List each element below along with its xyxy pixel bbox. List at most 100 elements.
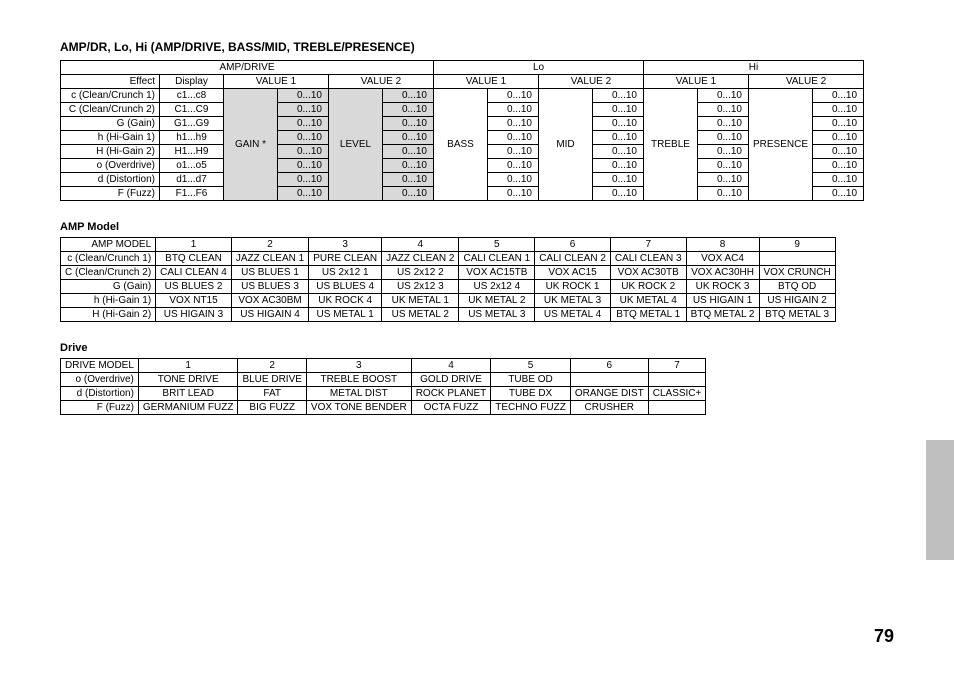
- table-cell: MID: [539, 89, 593, 201]
- table-cell: TUBE OD: [491, 373, 571, 387]
- table-cell: 0...10: [488, 131, 539, 145]
- table-cell: VOX AC4: [686, 252, 759, 266]
- table-cell: 0...10: [383, 103, 434, 117]
- table-cell: 0...10: [383, 159, 434, 173]
- table-cell: 0...10: [698, 103, 749, 117]
- drive-hdr-num: 6: [570, 359, 648, 373]
- table-cell: US BLUES 1: [231, 266, 308, 280]
- table-cell: [648, 401, 706, 415]
- table-cell: UK ROCK 2: [610, 280, 686, 294]
- table-cell: 0...10: [593, 103, 644, 117]
- table-cell: UK ROCK 4: [309, 294, 382, 308]
- table-cell: BTQ CLEAN: [156, 252, 232, 266]
- table-cell: VOX AC30TB: [610, 266, 686, 280]
- table-cell: JAZZ CLEAN 2: [382, 252, 459, 266]
- amp-model-hdr-num: 7: [610, 238, 686, 252]
- table-cell: d (Distortion): [61, 173, 160, 187]
- drive-hdr-num: 3: [306, 359, 411, 373]
- table-cell: c (Clean/Crunch 1): [61, 89, 160, 103]
- section-title: AMP/DR, Lo, Hi (AMP/DRIVE, BASS/MID, TRE…: [60, 40, 894, 54]
- table-cell: 0...10: [278, 159, 329, 173]
- table-cell: 0...10: [488, 173, 539, 187]
- table-cell: 0...10: [698, 89, 749, 103]
- table-cell: US BLUES 4: [309, 280, 382, 294]
- table-cell: US HIGAIN 2: [759, 294, 835, 308]
- group-lo: Lo: [434, 61, 644, 75]
- table-cell: UK METAL 2: [459, 294, 535, 308]
- table-cell: VOX CRUNCH: [759, 266, 835, 280]
- table-cell: 0...10: [593, 187, 644, 201]
- table-cell: c (Clean/Crunch 1): [61, 252, 156, 266]
- table-cell: PRESENCE: [749, 89, 813, 201]
- table-cell: F (Fuzz): [61, 401, 139, 415]
- table-cell: VOX AC15TB: [459, 266, 535, 280]
- table-cell: US METAL 2: [382, 308, 459, 322]
- drive-table: DRIVE MODEL1234567o (Overdrive)TONE DRIV…: [60, 358, 706, 415]
- table-cell: d1...d7: [160, 173, 224, 187]
- table-cell: JAZZ CLEAN 1: [231, 252, 308, 266]
- table-cell: GAIN *: [224, 89, 278, 201]
- table-cell: TONE DRIVE: [138, 373, 238, 387]
- table-cell: US METAL 3: [459, 308, 535, 322]
- hdr-v1-a: VALUE 1: [224, 75, 329, 89]
- table-cell: 0...10: [698, 187, 749, 201]
- side-tab: [926, 440, 954, 560]
- amp-model-table: AMP MODEL123456789c (Clean/Crunch 1)BTQ …: [60, 237, 836, 322]
- table-cell: UK ROCK 3: [686, 280, 759, 294]
- amp-model-hdr-num: 6: [535, 238, 611, 252]
- table-cell: ORANGE DIST: [570, 387, 648, 401]
- amp-model-hdr-num: 1: [156, 238, 232, 252]
- table-cell: G (Gain): [61, 117, 160, 131]
- table-cell: US HIGAIN 1: [686, 294, 759, 308]
- table-cell: H1...H9: [160, 145, 224, 159]
- hdr-v2-a: VALUE 2: [329, 75, 434, 89]
- table-cell: BRIT LEAD: [138, 387, 238, 401]
- table-cell: d (Distortion): [61, 387, 139, 401]
- table-cell: 0...10: [813, 159, 864, 173]
- table-cell: 0...10: [698, 117, 749, 131]
- table-cell: 0...10: [593, 89, 644, 103]
- table-cell: C1...C9: [160, 103, 224, 117]
- table-cell: C (Clean/Crunch 2): [61, 103, 160, 117]
- amp-model-hdr-label: AMP MODEL: [61, 238, 156, 252]
- table-cell: US 2x12 3: [382, 280, 459, 294]
- amp-model-hdr-num: 9: [759, 238, 835, 252]
- table-cell: 0...10: [278, 145, 329, 159]
- table-cell: o1...o5: [160, 159, 224, 173]
- table-cell: BTQ METAL 2: [686, 308, 759, 322]
- table-cell: 0...10: [593, 173, 644, 187]
- table-cell: G1...G9: [160, 117, 224, 131]
- table-cell: 0...10: [813, 131, 864, 145]
- table-cell: 0...10: [488, 89, 539, 103]
- table-cell: [570, 373, 648, 387]
- drive-hdr-num: 2: [238, 359, 306, 373]
- table-cell: 0...10: [488, 145, 539, 159]
- table-cell: US METAL 4: [535, 308, 611, 322]
- table-cell: 0...10: [488, 103, 539, 117]
- amp-model-hdr-num: 2: [231, 238, 308, 252]
- table-cell: h (Hi-Gain 1): [61, 131, 160, 145]
- table-cell: UK METAL 4: [610, 294, 686, 308]
- table-cell: BASS: [434, 89, 488, 201]
- hdr-v2-c: VALUE 2: [749, 75, 864, 89]
- table-cell: US HIGAIN 3: [156, 308, 232, 322]
- table-cell: TREBLE BOOST: [306, 373, 411, 387]
- table-cell: 0...10: [278, 173, 329, 187]
- table-cell: ROCK PLANET: [411, 387, 491, 401]
- drive-hdr-num: 7: [648, 359, 706, 373]
- table-cell: 0...10: [383, 173, 434, 187]
- group-ampdrive: AMP/DRIVE: [61, 61, 434, 75]
- amp-model-heading: AMP Model: [60, 221, 894, 233]
- table-cell: 0...10: [813, 117, 864, 131]
- table-cell: BLUE DRIVE: [238, 373, 306, 387]
- table-cell: FAT: [238, 387, 306, 401]
- table-cell: h (Hi-Gain 1): [61, 294, 156, 308]
- hdr-display: Display: [160, 75, 224, 89]
- table-cell: US METAL 1: [309, 308, 382, 322]
- table-cell: 0...10: [698, 159, 749, 173]
- hdr-v1-b: VALUE 1: [434, 75, 539, 89]
- table-cell: 0...10: [593, 131, 644, 145]
- drive-hdr-label: DRIVE MODEL: [61, 359, 139, 373]
- table-cell: [648, 373, 706, 387]
- table-cell: UK METAL 1: [382, 294, 459, 308]
